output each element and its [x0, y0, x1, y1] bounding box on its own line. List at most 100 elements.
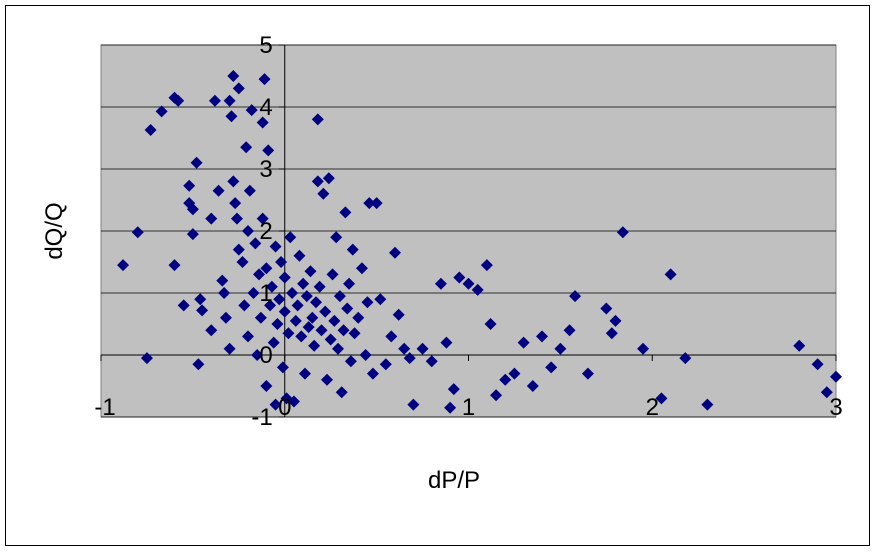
data-point	[282, 327, 295, 340]
data-point	[223, 342, 236, 355]
y-tick-label: 3	[259, 156, 272, 183]
data-point	[155, 105, 168, 118]
data-point	[264, 299, 277, 312]
data-point	[260, 262, 273, 275]
data-point	[306, 311, 319, 324]
data-point	[616, 226, 629, 239]
data-point	[536, 330, 548, 343]
data-point	[605, 327, 618, 340]
data-point	[265, 280, 278, 293]
data-point	[276, 361, 289, 374]
x-axis-title: dP/P	[428, 467, 480, 494]
data-point	[330, 231, 343, 244]
x-tick-label: 0	[278, 394, 291, 421]
data-point	[425, 355, 438, 368]
data-point	[679, 352, 692, 365]
data-point	[291, 299, 304, 312]
data-point	[366, 367, 379, 380]
data-point	[600, 302, 613, 315]
data-point	[361, 296, 374, 309]
data-point	[343, 277, 356, 290]
data-point	[227, 70, 240, 82]
data-point	[581, 367, 594, 380]
data-point	[811, 358, 824, 371]
data-point	[258, 73, 271, 86]
data-point	[249, 237, 262, 250]
data-point	[297, 277, 310, 290]
data-point	[302, 321, 315, 334]
data-point	[563, 324, 576, 337]
data-point	[379, 358, 392, 371]
data-point	[311, 175, 324, 188]
data-point	[359, 349, 372, 361]
data-point	[326, 268, 339, 281]
chart-frame: -1 0 1 2 3 -1 0 1 2 3 4 5 dP/P dQ/Q	[5, 5, 870, 546]
data-point	[308, 339, 321, 352]
data-point	[444, 401, 457, 414]
data-point	[569, 290, 582, 303]
data-point	[339, 206, 352, 219]
data-point	[196, 304, 209, 317]
data-point	[168, 259, 181, 272]
data-point	[298, 367, 311, 380]
data-point	[370, 197, 383, 210]
data-point	[186, 203, 199, 216]
y-tick-label: 2	[259, 218, 272, 245]
y-tick-label: 1	[259, 280, 272, 307]
data-point	[637, 342, 650, 355]
data-point	[471, 283, 484, 296]
data-point	[655, 392, 668, 405]
data-point	[398, 342, 411, 355]
data-point	[319, 305, 332, 318]
data-point	[434, 277, 447, 290]
data-point	[223, 94, 236, 107]
data-point	[172, 94, 185, 107]
x-tick-label: 3	[829, 394, 842, 421]
data-point	[131, 226, 144, 239]
data-point	[269, 240, 282, 253]
data-point	[317, 187, 330, 200]
data-point	[300, 290, 313, 303]
data-point	[480, 259, 493, 272]
data-point	[609, 314, 622, 327]
data-point	[229, 197, 242, 210]
data-point	[284, 231, 297, 244]
data-point	[245, 104, 258, 117]
data-point	[315, 324, 328, 337]
data-point	[341, 302, 354, 315]
data-point	[392, 308, 405, 321]
data-point	[273, 293, 286, 306]
data-point	[287, 395, 300, 408]
x-tick-label: 2	[646, 394, 659, 421]
data-point	[216, 274, 229, 287]
data-point	[344, 355, 357, 368]
data-point	[232, 243, 245, 256]
data-point	[212, 184, 225, 197]
data-point	[267, 336, 280, 349]
data-point	[256, 212, 269, 225]
data-point	[484, 318, 497, 330]
data-point	[236, 256, 249, 268]
data-point	[820, 386, 833, 399]
data-point	[278, 271, 291, 284]
data-point	[286, 287, 299, 299]
data-point	[830, 370, 842, 383]
data-point	[407, 398, 420, 411]
data-point	[247, 287, 260, 299]
data-point	[225, 110, 238, 123]
data-point	[275, 256, 288, 268]
data-point	[453, 271, 466, 284]
data-point	[311, 113, 324, 126]
data-point	[332, 342, 345, 355]
data-point	[335, 386, 348, 399]
data-point	[205, 212, 218, 225]
data-point	[256, 116, 269, 129]
data-point	[447, 383, 460, 396]
data-point	[322, 172, 335, 185]
data-point	[374, 293, 387, 306]
data-point	[190, 156, 203, 169]
data-point	[242, 330, 254, 343]
data-point	[328, 314, 341, 327]
data-point	[183, 179, 196, 192]
